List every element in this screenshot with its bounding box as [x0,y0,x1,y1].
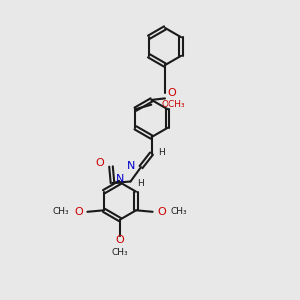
Text: O: O [96,158,104,169]
Text: CH₃: CH₃ [171,207,187,216]
Text: N: N [127,160,136,171]
Text: H: H [137,178,144,188]
Text: CH₃: CH₃ [112,248,128,257]
Text: O: O [74,207,83,217]
Text: O: O [167,88,176,98]
Text: CH₃: CH₃ [53,207,69,216]
Text: O: O [157,207,166,217]
Text: N: N [116,174,124,184]
Text: H: H [158,148,164,157]
Text: O: O [116,235,124,245]
Text: OCH₃: OCH₃ [162,100,185,109]
